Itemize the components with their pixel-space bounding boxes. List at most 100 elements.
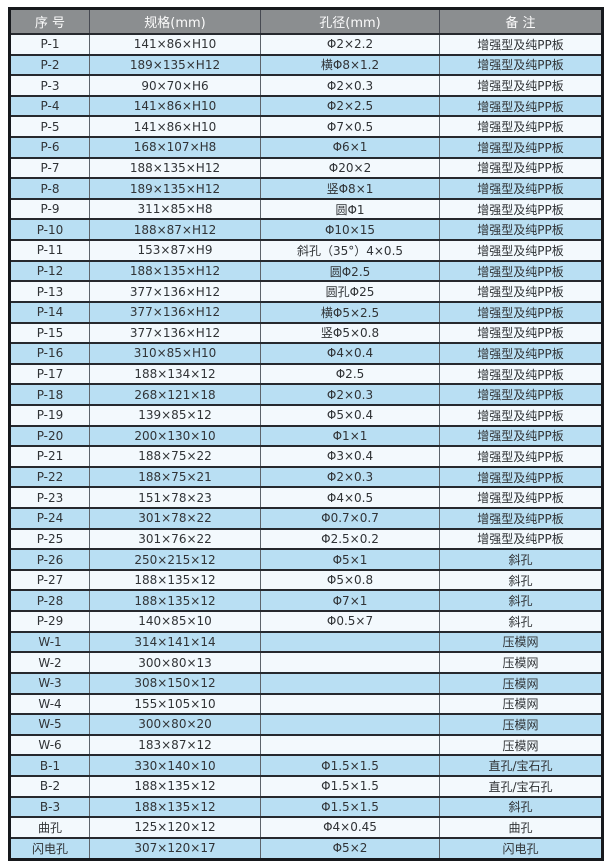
table-row: P-18 268×121×18 Φ2×0.3 增强型及纯PP板 [9, 383, 603, 406]
cell-remarks: 增强型及纯PP板 [439, 424, 603, 448]
cell-remarks: 压模网 [439, 630, 603, 654]
cell-serial: P-20 [9, 424, 90, 448]
table-row: P-29 140×85×10 Φ0.5×7 斜孔 [9, 610, 603, 633]
cell-remarks: 增强型及纯PP板 [439, 136, 603, 159]
cell-spec: 307×120×17 [89, 836, 261, 861]
cell-hole [260, 692, 440, 716]
cell-remarks: 斜孔 [439, 610, 603, 633]
cell-spec: 183×87×12 [89, 733, 261, 757]
cell-remarks: 增强型及纯PP板 [439, 507, 603, 530]
table-row: 闪电孔 307×120×17 Φ5×2 闪电孔 [9, 836, 603, 861]
table-row: P-16 310×85×H10 Φ4×0.4 增强型及纯PP板 [9, 342, 603, 365]
table-row: P-7 188×135×H12 Φ20×2 增强型及纯PP板 [9, 156, 603, 180]
cell-serial: P-4 [9, 94, 90, 118]
cell-remarks: 增强型及纯PP板 [439, 321, 603, 345]
table-row: P-14 377×136×H12 横Φ5×2.5 增强型及纯PP板 [9, 300, 603, 324]
table-row: P-9 311×85×H8 圆Φ1 增强型及纯PP板 [9, 197, 603, 221]
cell-hole: Φ5×2 [260, 836, 440, 861]
cell-remarks: 闪电孔 [439, 836, 603, 861]
cell-serial: P-11 [9, 239, 90, 262]
cell-spec: 189×135×H12 [89, 53, 261, 77]
cell-spec: 301×76×22 [89, 527, 261, 551]
cell-remarks: 斜孔 [439, 795, 603, 819]
cell-hole: Φ1.5×1.5 [260, 795, 440, 819]
cell-serial: P-24 [9, 507, 90, 530]
cell-remarks: 直孔/宝石孔 [439, 754, 603, 777]
cell-remarks: 直孔/宝石孔 [439, 774, 603, 798]
table-body: P-1 141×86×H10 Φ2×2.2 增强型及纯PP板 P-2 189×1… [9, 33, 603, 861]
cell-spec: 188×135×H12 [89, 259, 261, 283]
cell-spec: 125×120×12 [89, 816, 261, 839]
cell-hole [260, 713, 440, 736]
table-row: P-27 188×135×12 Φ5×0.8 斜孔 [9, 568, 603, 592]
cell-spec: 188×75×22 [89, 445, 261, 468]
cell-serial: P-25 [9, 527, 90, 551]
cell-serial: P-12 [9, 259, 90, 283]
cell-hole: Φ0.7×0.7 [260, 507, 440, 530]
cell-serial: P-22 [9, 465, 90, 489]
table-row: P-17 188×134×12 Φ2.5 增强型及纯PP板 [9, 362, 603, 386]
cell-serial: W-6 [9, 733, 90, 757]
cell-spec: 90×70×H6 [89, 74, 261, 97]
cell-serial: W-5 [9, 713, 90, 736]
cell-spec: 141×86×H10 [89, 94, 261, 118]
cell-spec: 140×85×10 [89, 610, 261, 633]
table-row: W-4 155×105×10 压模网 [9, 692, 603, 716]
cell-serial: P-21 [9, 445, 90, 468]
cell-spec: 268×121×18 [89, 383, 261, 406]
cell-spec: 188×135×H12 [89, 156, 261, 180]
cell-hole: Φ5×1 [260, 548, 440, 571]
cell-hole: Φ4×0.5 [260, 486, 440, 509]
cell-hole: Φ7×0.5 [260, 115, 440, 139]
cell-serial: P-9 [9, 197, 90, 221]
cell-hole: Φ1.5×1.5 [260, 774, 440, 798]
cell-hole: Φ20×2 [260, 156, 440, 180]
cell-spec: 188×135×12 [89, 795, 261, 819]
cell-serial: P-6 [9, 136, 90, 159]
cell-hole: 圆Φ1 [260, 197, 440, 221]
table-row: P-28 188×135×12 Φ7×1 斜孔 [9, 589, 603, 613]
cell-remarks: 压模网 [439, 713, 603, 736]
cell-remarks: 增强型及纯PP板 [439, 239, 603, 262]
cell-remarks: 增强型及纯PP板 [439, 383, 603, 406]
cell-remarks: 压模网 [439, 671, 603, 695]
table-row: P-10 188×87×H12 Φ10×15 增强型及纯PP板 [9, 218, 603, 242]
cell-serial: 闪电孔 [9, 836, 90, 861]
cell-hole: Φ10×15 [260, 218, 440, 242]
table-row: P-26 250×215×12 Φ5×1 斜孔 [9, 548, 603, 571]
cell-remarks: 增强型及纯PP板 [439, 156, 603, 180]
cell-remarks: 增强型及纯PP板 [439, 403, 603, 427]
cell-spec: 188×135×12 [89, 774, 261, 798]
table-row: W-5 300×80×20 压模网 [9, 713, 603, 736]
cell-serial: P-13 [9, 280, 90, 303]
cell-hole: Φ6×1 [260, 136, 440, 159]
cell-hole: Φ3×0.4 [260, 445, 440, 468]
cell-serial: P-16 [9, 342, 90, 365]
cell-serial: P-15 [9, 321, 90, 345]
cell-remarks: 斜孔 [439, 548, 603, 571]
cell-remarks: 增强型及纯PP板 [439, 74, 603, 97]
cell-remarks: 压模网 [439, 733, 603, 757]
cell-serial: P-7 [9, 156, 90, 180]
cell-serial: P-18 [9, 383, 90, 406]
cell-serial: B-3 [9, 795, 90, 819]
cell-hole: Φ4×0.4 [260, 342, 440, 365]
cell-serial: W-3 [9, 671, 90, 695]
cell-serial: W-4 [9, 692, 90, 716]
table-row: P-8 189×135×H12 竖Φ8×1 增强型及纯PP板 [9, 177, 603, 200]
table-header: 序 号 规格(mm) 孔径(mm) 备 注 [9, 8, 603, 35]
cell-remarks: 增强型及纯PP板 [439, 486, 603, 509]
cell-hole [260, 651, 440, 674]
cell-remarks: 增强型及纯PP板 [439, 197, 603, 221]
cell-hole: 竖Φ5×0.8 [260, 321, 440, 345]
cell-serial: B-1 [9, 754, 90, 777]
header-serial: 序 号 [9, 8, 90, 35]
table-row: B-3 188×135×12 Φ1.5×1.5 斜孔 [9, 795, 603, 819]
cell-spec: 377×136×H12 [89, 280, 261, 303]
cell-remarks: 增强型及纯PP板 [439, 177, 603, 200]
table-row: B-2 188×135×12 Φ1.5×1.5 直孔/宝石孔 [9, 774, 603, 798]
cell-serial: P-19 [9, 403, 90, 427]
cell-remarks: 增强型及纯PP板 [439, 259, 603, 283]
cell-hole [260, 733, 440, 757]
